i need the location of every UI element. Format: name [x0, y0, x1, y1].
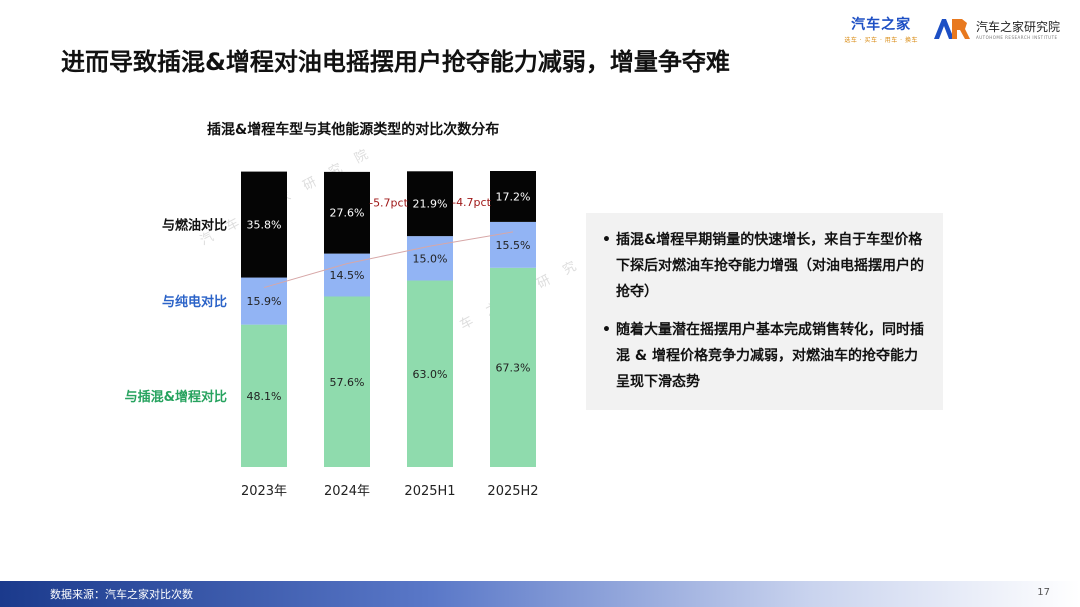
data-label: 15.0% [413, 252, 448, 265]
bar-segment [324, 296, 370, 467]
bullet-box: • 插混&增程早期销量的快速增长，来自于车型价格下探后对燃油车抢夺能力增强（对油… [586, 213, 943, 410]
research-institute-name: 汽车之家研究院 [975, 20, 1060, 34]
page-title: 进而导致插混&增程对油电摇摆用户抢夺能力减弱，增量争夺难 [61, 48, 730, 76]
autohome-logo: 汽车之家 选车 · 买车 · 用车 · 换车 [844, 14, 918, 44]
page-number: 17 [1037, 587, 1050, 598]
research-institute-logo: 汽车之家研究院 AUTOHOME RESEARCH INSTITUTE [932, 17, 1060, 41]
header-logos: 汽车之家 选车 · 买车 · 用车 · 换车 汽车之家研究院 AUTOHOME … [844, 14, 1060, 44]
bar-segment [241, 277, 287, 325]
bar-segment [490, 171, 536, 222]
bullet-item: • 插混&增程早期销量的快速增长，来自于车型价格下探后对燃油车抢夺能力增强（对油… [602, 227, 929, 305]
x-tick-label: 2024年 [324, 484, 370, 499]
series-label: 与燃油对比 [162, 218, 227, 234]
bar-segment [407, 280, 453, 467]
data-source: 数据来源：汽车之家对比次数 [50, 588, 193, 601]
bullet-text: 随着大量潜在摇摆用户基本完成销售转化，同时插混 & 增程价格竞争力减弱，对燃油车… [616, 322, 924, 390]
data-label: 17.2% [496, 190, 531, 203]
data-label: 63.0% [413, 368, 448, 381]
data-label: 27.6% [330, 207, 365, 220]
data-label: 35.8% [247, 219, 282, 232]
trend-line [263, 231, 514, 289]
bar-segment [241, 171, 287, 278]
change-annotation: -4.7pct [452, 196, 491, 209]
data-label: 67.3% [496, 361, 531, 374]
bullet-text: 插混&增程早期销量的快速增长，来自于车型价格下探后对燃油车抢夺能力增强（对油电摇… [616, 232, 924, 300]
bar-segment [490, 267, 536, 467]
autohome-logo-text: 汽车之家 [851, 17, 912, 33]
x-tick-label: 2023年 [241, 484, 287, 499]
data-label: 14.5% [330, 269, 365, 282]
research-institute-en: AUTOHOME RESEARCH INSTITUTE [975, 35, 1058, 40]
change-annotation: -5.7pct [369, 197, 408, 210]
series-label: 与纯电对比 [162, 294, 227, 310]
series-label: 与插混&增程对比 [125, 389, 227, 405]
data-label: 21.9% [413, 198, 448, 211]
x-tick-label: 2025H2 [487, 484, 538, 499]
chart-title: 插混&增程车型与其他能源类型的对比次数分布 [207, 122, 500, 138]
data-label: 15.5% [496, 239, 531, 252]
data-label: 48.1% [247, 390, 282, 403]
bar-segment [407, 171, 453, 237]
bar-segment [241, 324, 287, 467]
bullet-dot-icon: • [602, 322, 611, 338]
autohome-logo-slogan: 选车 · 买车 · 用车 · 换车 [844, 37, 918, 44]
data-label: 57.6% [330, 376, 365, 389]
footer-bar: 数据来源：汽车之家对比次数 17 [0, 581, 1080, 607]
bar-segment [324, 171, 370, 254]
data-label: 15.9% [247, 295, 282, 308]
x-tick-label: 2025H1 [404, 484, 455, 499]
bar-segment [490, 221, 536, 268]
bullet-dot-icon: • [602, 232, 611, 248]
ar-logo-icon [933, 19, 970, 39]
bullet-item: • 随着大量潜在摇摆用户基本完成销售转化，同时插混 & 增程价格竞争力减弱，对燃… [602, 317, 929, 395]
